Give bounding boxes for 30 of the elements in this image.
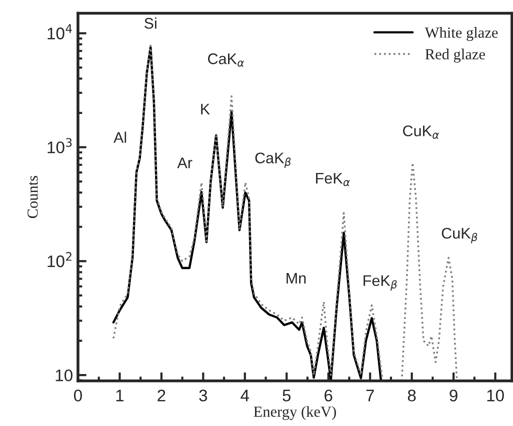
y-axis-title: Counts: [28, 176, 38, 218]
x-tick-label: 6: [324, 390, 332, 402]
x-tick-label: 1: [116, 390, 124, 402]
y-tick-label: 10: [56, 369, 72, 382]
legend-label: White glaze: [424, 27, 498, 41]
x-tick-label: 4: [240, 390, 250, 402]
annotation: FeK$_{β}$: [364, 275, 397, 291]
x-axis-title: Energy (keV): [254, 406, 336, 420]
x-tick-label: 10: [487, 390, 504, 402]
x-tick-label: 0: [74, 390, 82, 402]
annotation: K: [201, 104, 210, 114]
annotation: FeK$_{α}$: [316, 172, 350, 186]
x-tick-label: 8: [408, 390, 416, 402]
x-tick-label: 9: [450, 390, 458, 402]
x-tick-label: 3: [199, 390, 208, 402]
y-tick-label: 10$^{2}$: [48, 252, 72, 268]
annotation: Si: [144, 18, 156, 29]
annotation: Ar: [177, 158, 192, 168]
annotation: CuK$_{β}$: [442, 228, 478, 244]
x-tick-label: 7: [366, 390, 374, 402]
annotation: Mn: [286, 272, 306, 284]
y-tick-label: 10$^{4}$: [48, 24, 72, 40]
x-tick-label: 5: [282, 390, 291, 402]
legend-label: Red glaze: [425, 48, 485, 63]
annotation: CaK$_{β}$: [255, 152, 291, 168]
x-tick-label: 2: [158, 390, 166, 402]
annotation: Al: [114, 132, 126, 143]
annotation: CaK$_{α}$: [208, 53, 244, 67]
annotation: CuK$_{α}$: [403, 125, 440, 139]
y-tick-label: 10$^{3}$: [48, 138, 72, 154]
